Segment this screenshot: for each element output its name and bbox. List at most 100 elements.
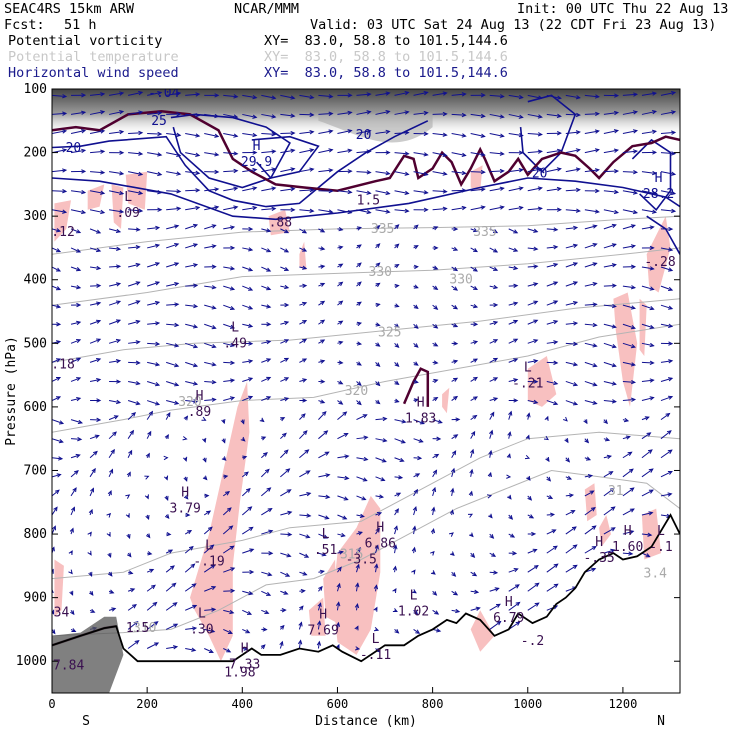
wind-vector xyxy=(489,339,498,344)
wind-vector xyxy=(299,533,310,538)
wind-vector-head xyxy=(493,284,499,290)
wind-vector-head xyxy=(534,602,540,607)
wind-vector-head xyxy=(195,152,201,157)
wind-vector-head xyxy=(515,621,521,626)
wind-vector xyxy=(603,284,616,287)
wind-vector xyxy=(489,113,504,118)
wind-vector-head xyxy=(164,514,170,519)
wind-vector xyxy=(641,449,653,459)
wind-vector-head xyxy=(433,305,439,310)
wind-vector-head xyxy=(163,455,169,461)
valid-time: Valid: 03 UTC Sat 24 Aug 13 (22 CDT Fri … xyxy=(310,17,717,33)
wind-vector-head xyxy=(433,245,439,251)
wind-vector-head xyxy=(166,531,172,537)
wind-vector-head xyxy=(572,262,579,267)
wind-vector-head xyxy=(193,283,199,288)
wind-vector-head xyxy=(533,339,539,344)
pv-extremum-type: H xyxy=(241,641,249,656)
wind-vector-head xyxy=(392,608,398,612)
wind-vector xyxy=(489,357,498,363)
wind-vector xyxy=(147,190,162,194)
wind-vector-head xyxy=(404,171,410,176)
wind-vector xyxy=(489,133,504,137)
wind-vector-head xyxy=(206,510,212,515)
wind-vector xyxy=(108,283,121,287)
wind-vector xyxy=(394,91,409,96)
wind-vector xyxy=(508,568,518,573)
wind-vector-head xyxy=(442,111,448,117)
wind-vector-head xyxy=(649,286,655,291)
wind-vector xyxy=(451,171,466,174)
wind-vector-head xyxy=(553,300,559,305)
wind-vector xyxy=(641,323,654,329)
wind-vector xyxy=(128,209,143,212)
wind-vector-head xyxy=(138,208,144,213)
wind-vector-head xyxy=(290,130,296,136)
wind-vector-head xyxy=(299,605,304,611)
wind-vector-head xyxy=(592,322,598,328)
wind-vector-head xyxy=(100,149,106,154)
wind-vector xyxy=(185,113,200,116)
wind-speed-contour xyxy=(251,135,320,179)
wind-vector-head xyxy=(306,513,312,518)
wind-vector-head xyxy=(611,223,617,229)
wind-vector xyxy=(242,247,253,251)
wind-vector-head xyxy=(271,149,277,154)
wind-vector-head xyxy=(413,304,419,309)
wind-vector xyxy=(356,564,360,573)
wind-vector-head xyxy=(453,305,459,310)
wind-vector xyxy=(204,586,216,592)
wind-vector xyxy=(89,451,98,459)
pv-extremum-type: L xyxy=(205,538,213,553)
wind-vector-head xyxy=(413,284,419,289)
wind-vector xyxy=(584,225,597,230)
wind-vector-head xyxy=(533,564,539,570)
wind-vector-head xyxy=(494,587,500,592)
wind-vector xyxy=(318,149,333,154)
wind-vector-head xyxy=(381,458,387,463)
wind-vector-head xyxy=(302,301,308,307)
wind-vector-head xyxy=(472,571,478,577)
wind-vector-head xyxy=(575,112,581,118)
wind-vector-head xyxy=(488,513,493,519)
pv-extremum-value: .89 xyxy=(188,405,211,420)
wind-vector xyxy=(641,361,654,364)
wind-vector xyxy=(299,492,311,497)
wind-vector-head xyxy=(573,341,579,347)
wind-vector-head xyxy=(433,396,439,402)
wind-vector-head xyxy=(68,550,73,556)
wind-vector xyxy=(470,188,485,192)
field-xy-theta: XY= 83.0, 58.8 to 101.5,144.6 xyxy=(264,49,508,65)
wind-vector xyxy=(185,400,198,403)
wind-vector-head xyxy=(537,206,543,211)
wind-vector-head xyxy=(116,264,122,269)
wind-vector-head xyxy=(230,360,236,366)
wind-vector xyxy=(622,468,634,478)
wind-vector xyxy=(565,262,578,268)
wind-vector-head xyxy=(366,149,372,154)
wind-vector xyxy=(203,564,215,573)
wind-vector-head xyxy=(233,151,239,156)
wind-vector-head xyxy=(56,473,62,478)
wind-vector xyxy=(108,110,124,115)
wind-vector-head xyxy=(338,340,344,345)
wind-vector-head xyxy=(290,113,296,118)
wind-vector xyxy=(109,247,121,250)
wind-vector-head xyxy=(155,341,161,347)
wind-vector xyxy=(622,171,637,173)
wind-vector-head xyxy=(202,437,207,443)
wind-vector xyxy=(318,474,330,478)
wind-vector-head xyxy=(518,186,524,191)
wind-vector xyxy=(660,323,673,327)
pv-extremum-value: -.11 xyxy=(360,648,391,663)
wind-vector-head xyxy=(470,448,475,454)
wind-vector xyxy=(223,113,238,118)
wind-vector-head xyxy=(243,471,249,477)
wind-vector xyxy=(127,621,138,630)
wind-vector xyxy=(622,398,635,402)
wind-vector-head xyxy=(614,168,620,174)
wind-vector-head xyxy=(572,243,579,248)
wind-vector-head xyxy=(532,548,538,553)
wind-vector-head xyxy=(131,412,137,417)
wind-vector xyxy=(318,169,333,173)
